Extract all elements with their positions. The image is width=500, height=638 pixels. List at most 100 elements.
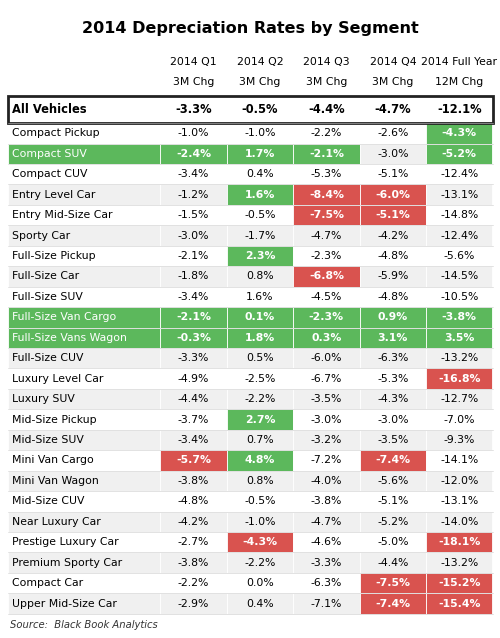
- Text: 3M Chg: 3M Chg: [240, 77, 281, 87]
- Text: -9.3%: -9.3%: [444, 435, 475, 445]
- Text: -18.1%: -18.1%: [438, 537, 480, 547]
- Bar: [360, 471, 426, 491]
- Bar: [426, 471, 492, 491]
- Bar: [160, 164, 226, 184]
- Text: -4.8%: -4.8%: [377, 292, 408, 302]
- Text: -5.1%: -5.1%: [377, 169, 408, 179]
- Text: -3.3%: -3.3%: [310, 558, 342, 568]
- Text: Full-Size Pickup: Full-Size Pickup: [12, 251, 95, 261]
- Text: 12M Chg: 12M Chg: [435, 77, 484, 87]
- Bar: [226, 389, 293, 410]
- Bar: [360, 389, 426, 410]
- Text: -5.7%: -5.7%: [176, 456, 211, 466]
- Text: -5.2%: -5.2%: [442, 149, 477, 159]
- Bar: [426, 532, 492, 553]
- Bar: [426, 348, 492, 369]
- Text: -5.3%: -5.3%: [310, 169, 342, 179]
- Bar: [426, 573, 492, 593]
- Bar: [426, 553, 492, 573]
- Text: -2.2%: -2.2%: [244, 394, 276, 404]
- Bar: [293, 286, 360, 307]
- Text: 1.8%: 1.8%: [245, 333, 275, 343]
- Text: -4.8%: -4.8%: [377, 251, 408, 261]
- Bar: [360, 123, 426, 144]
- Text: 2014 Q2: 2014 Q2: [236, 57, 284, 67]
- Bar: [293, 410, 360, 430]
- Bar: [160, 48, 226, 96]
- Bar: [160, 246, 226, 266]
- Text: -1.2%: -1.2%: [178, 189, 209, 200]
- Bar: [360, 307, 426, 327]
- Bar: [160, 205, 226, 225]
- Text: -8.4%: -8.4%: [309, 189, 344, 200]
- Bar: [8, 410, 160, 430]
- Text: -2.3%: -2.3%: [309, 313, 344, 322]
- Text: -5.6%: -5.6%: [444, 251, 475, 261]
- Text: -4.8%: -4.8%: [178, 496, 209, 507]
- Bar: [426, 48, 492, 96]
- Text: Compact CUV: Compact CUV: [12, 169, 87, 179]
- Text: -0.3%: -0.3%: [176, 333, 211, 343]
- Bar: [226, 491, 293, 512]
- Text: -0.5%: -0.5%: [244, 496, 276, 507]
- Bar: [293, 553, 360, 573]
- Text: -14.5%: -14.5%: [440, 271, 478, 281]
- Text: Luxury Level Car: Luxury Level Car: [12, 374, 103, 383]
- Bar: [293, 491, 360, 512]
- Bar: [226, 573, 293, 593]
- Bar: [360, 430, 426, 450]
- Bar: [426, 205, 492, 225]
- Text: Mid-Size CUV: Mid-Size CUV: [12, 496, 84, 507]
- Text: -5.1%: -5.1%: [376, 210, 410, 220]
- Bar: [226, 246, 293, 266]
- Bar: [160, 471, 226, 491]
- Text: 0.7%: 0.7%: [246, 435, 274, 445]
- Bar: [293, 593, 360, 614]
- Bar: [8, 389, 160, 410]
- Text: -7.2%: -7.2%: [310, 456, 342, 466]
- Bar: [360, 48, 426, 96]
- Text: -3.0%: -3.0%: [377, 149, 408, 159]
- Text: -3.0%: -3.0%: [377, 415, 408, 424]
- Bar: [426, 491, 492, 512]
- Text: Sporty Car: Sporty Car: [12, 230, 70, 241]
- Bar: [360, 246, 426, 266]
- Text: -4.5%: -4.5%: [310, 292, 342, 302]
- Bar: [160, 430, 226, 450]
- Bar: [160, 410, 226, 430]
- Text: -4.4%: -4.4%: [178, 394, 209, 404]
- Bar: [8, 225, 160, 246]
- Text: Entry Level Car: Entry Level Car: [12, 189, 95, 200]
- Text: -3.3%: -3.3%: [175, 103, 212, 116]
- Text: -7.4%: -7.4%: [376, 598, 410, 609]
- Bar: [293, 246, 360, 266]
- Bar: [360, 512, 426, 532]
- Text: -14.0%: -14.0%: [440, 517, 478, 527]
- Bar: [160, 225, 226, 246]
- Bar: [8, 593, 160, 614]
- Bar: [426, 225, 492, 246]
- Bar: [8, 184, 160, 205]
- Text: -4.7%: -4.7%: [310, 517, 342, 527]
- Bar: [360, 532, 426, 553]
- Text: -13.1%: -13.1%: [440, 496, 478, 507]
- Text: -3.8%: -3.8%: [442, 313, 477, 322]
- Text: -6.7%: -6.7%: [310, 374, 342, 383]
- Bar: [8, 450, 160, 471]
- Text: 0.5%: 0.5%: [246, 353, 274, 363]
- Bar: [426, 164, 492, 184]
- Bar: [226, 48, 293, 96]
- Text: -2.4%: -2.4%: [176, 149, 211, 159]
- Text: Full-Size Car: Full-Size Car: [12, 271, 78, 281]
- Text: -6.0%: -6.0%: [310, 353, 342, 363]
- Text: -4.3%: -4.3%: [242, 537, 278, 547]
- Bar: [226, 205, 293, 225]
- Bar: [8, 144, 160, 164]
- Text: Mini Van Wagon: Mini Van Wagon: [12, 476, 98, 486]
- Text: Mini Van Cargo: Mini Van Cargo: [12, 456, 93, 466]
- Bar: [293, 348, 360, 369]
- Bar: [426, 307, 492, 327]
- Bar: [160, 553, 226, 573]
- Text: -6.0%: -6.0%: [376, 189, 410, 200]
- Text: -12.1%: -12.1%: [437, 103, 482, 116]
